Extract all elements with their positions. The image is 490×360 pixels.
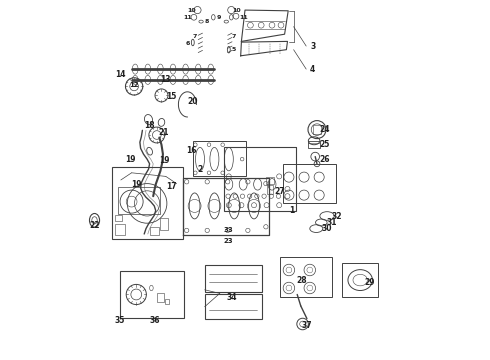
Bar xyxy=(313,125,321,134)
Text: 26: 26 xyxy=(319,156,330,164)
Text: 9: 9 xyxy=(217,15,221,20)
Text: 19: 19 xyxy=(159,156,169,165)
Text: 21: 21 xyxy=(159,128,169,137)
Text: 12: 12 xyxy=(129,82,139,87)
Bar xyxy=(120,271,184,318)
Bar xyxy=(224,147,296,211)
Text: 28: 28 xyxy=(296,276,307,284)
Text: 34: 34 xyxy=(226,292,237,302)
Bar xyxy=(157,293,164,302)
Bar xyxy=(205,294,262,319)
Text: 7: 7 xyxy=(193,33,197,39)
Text: 29: 29 xyxy=(364,278,374,287)
Text: 10: 10 xyxy=(187,8,196,13)
Bar xyxy=(112,167,183,239)
Text: 11: 11 xyxy=(239,15,247,20)
Bar xyxy=(193,141,246,176)
Bar xyxy=(160,218,168,230)
Text: 1: 1 xyxy=(289,206,294,215)
Text: 37: 37 xyxy=(302,321,312,330)
Text: 15: 15 xyxy=(166,92,176,101)
Text: 8: 8 xyxy=(205,19,209,24)
Bar xyxy=(283,164,336,203)
Text: 2: 2 xyxy=(197,166,203,175)
Text: 31: 31 xyxy=(326,218,337,227)
Text: 19: 19 xyxy=(125,155,136,163)
Text: 5: 5 xyxy=(232,47,236,52)
Bar xyxy=(149,227,159,235)
Text: 32: 32 xyxy=(332,212,343,220)
Text: 4: 4 xyxy=(310,65,315,74)
Bar xyxy=(205,265,262,292)
Text: 36: 36 xyxy=(149,316,160,325)
Text: 27: 27 xyxy=(274,187,285,196)
Text: 18: 18 xyxy=(144,121,155,130)
Text: 20: 20 xyxy=(188,97,198,106)
Text: 33: 33 xyxy=(224,227,234,233)
Bar xyxy=(115,224,125,235)
Text: 17: 17 xyxy=(166,182,176,191)
Text: 13: 13 xyxy=(160,76,171,85)
Text: 16: 16 xyxy=(186,146,196,155)
Bar xyxy=(267,185,273,194)
Bar xyxy=(165,299,170,304)
Text: 30: 30 xyxy=(321,224,332,233)
Bar xyxy=(266,177,274,184)
Text: 14: 14 xyxy=(116,70,126,79)
Bar xyxy=(308,141,320,148)
Bar xyxy=(115,215,122,221)
Text: 23: 23 xyxy=(224,238,234,244)
Text: 22: 22 xyxy=(89,220,100,230)
Bar xyxy=(280,257,333,297)
Text: 7: 7 xyxy=(232,33,236,39)
Bar xyxy=(342,263,378,297)
Bar xyxy=(118,187,160,214)
Text: 10: 10 xyxy=(233,8,242,13)
Text: 35: 35 xyxy=(115,316,125,325)
Text: 24: 24 xyxy=(319,125,330,134)
Text: 11: 11 xyxy=(183,15,192,20)
Text: 6: 6 xyxy=(186,41,190,46)
Text: 25: 25 xyxy=(320,140,330,149)
Text: 19: 19 xyxy=(131,180,142,189)
Text: 3: 3 xyxy=(310,42,315,51)
